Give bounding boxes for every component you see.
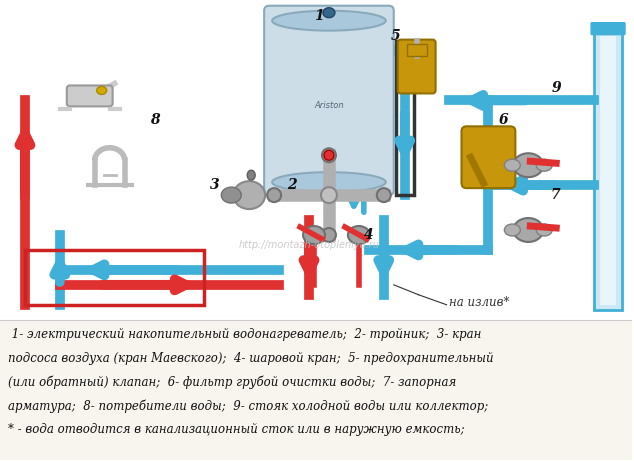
- Ellipse shape: [233, 181, 265, 209]
- Ellipse shape: [324, 150, 334, 160]
- FancyBboxPatch shape: [398, 40, 436, 94]
- Ellipse shape: [323, 8, 335, 18]
- Text: (или обратный) клапан;  6- фильтр грубой очистки воды;  7- запорная: (или обратный) клапан; 6- фильтр грубой …: [8, 376, 456, 389]
- Text: Ariston: Ariston: [314, 101, 344, 110]
- Ellipse shape: [348, 226, 370, 244]
- Text: 2: 2: [287, 178, 297, 192]
- FancyBboxPatch shape: [462, 126, 515, 188]
- Text: 1- электрический накопительный водонагреватель;  2- тройник;  3- кран: 1- электрический накопительный водонагре…: [8, 328, 481, 341]
- Bar: [0, 1, 632, 320]
- Ellipse shape: [272, 172, 385, 192]
- Text: арматура;  8- потребители воды;  9- стояк холодной воды или коллектор;: арматура; 8- потребители воды; 9- стояк …: [8, 400, 488, 413]
- Ellipse shape: [514, 218, 543, 242]
- Bar: [594, 30, 622, 310]
- FancyBboxPatch shape: [591, 23, 625, 35]
- Text: 3: 3: [209, 178, 219, 192]
- Bar: [406, 44, 427, 56]
- Ellipse shape: [505, 159, 521, 171]
- Ellipse shape: [536, 224, 552, 236]
- Ellipse shape: [505, 224, 521, 236]
- Text: подсоса воздуха (кран Маевского);  4- шаровой кран;  5- предохранительный: подсоса воздуха (кран Маевского); 4- шар…: [8, 352, 494, 365]
- Ellipse shape: [322, 228, 336, 242]
- FancyBboxPatch shape: [264, 6, 394, 195]
- Ellipse shape: [321, 187, 337, 203]
- Ellipse shape: [247, 170, 255, 180]
- Ellipse shape: [221, 187, 241, 203]
- FancyBboxPatch shape: [67, 85, 113, 106]
- Ellipse shape: [536, 159, 552, 171]
- Ellipse shape: [267, 188, 281, 202]
- Text: 1: 1: [314, 9, 324, 23]
- Text: * - вода отводится в канализационный сток или в наружную емкость;: * - вода отводится в канализационный сто…: [8, 423, 465, 437]
- Bar: [0, 320, 632, 460]
- Text: 8: 8: [150, 113, 159, 127]
- Text: http://montazh-otopleniya.ru: http://montazh-otopleniya.ru: [238, 240, 380, 250]
- Bar: [25, 250, 204, 305]
- Text: 6: 6: [498, 113, 508, 127]
- Ellipse shape: [97, 87, 107, 95]
- Text: 4: 4: [364, 228, 373, 242]
- Ellipse shape: [322, 148, 336, 162]
- Text: 9: 9: [552, 82, 561, 95]
- Text: на излив*: на излив*: [449, 296, 509, 309]
- Text: 7: 7: [550, 188, 560, 202]
- Bar: [396, 41, 413, 195]
- Ellipse shape: [514, 153, 543, 177]
- Bar: [600, 35, 616, 305]
- Ellipse shape: [272, 11, 385, 30]
- Text: 5: 5: [391, 29, 401, 42]
- Ellipse shape: [377, 188, 391, 202]
- Ellipse shape: [303, 226, 325, 244]
